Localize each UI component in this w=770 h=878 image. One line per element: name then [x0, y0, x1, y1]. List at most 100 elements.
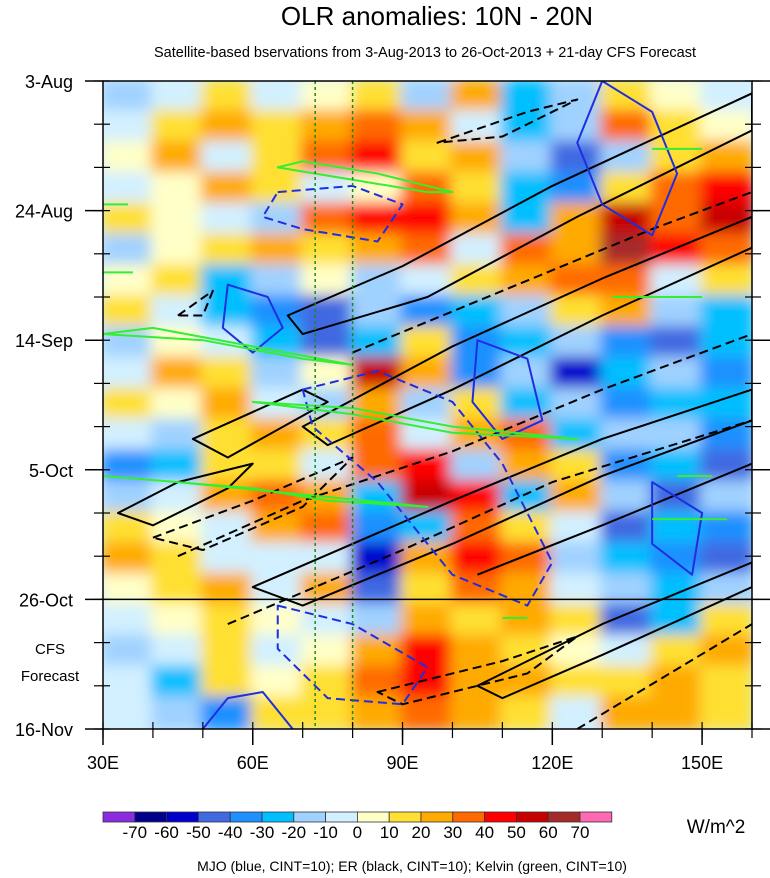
- olr-cell: [250, 511, 305, 546]
- olr-cell: [200, 171, 255, 207]
- olr-cell: [650, 325, 705, 361]
- olr-cell: [550, 356, 605, 392]
- olr-cell: [300, 81, 355, 114]
- plot-area: [103, 81, 752, 729]
- olr-cell: [250, 665, 305, 701]
- olr-cell: [150, 696, 205, 729]
- olr-cell: [600, 480, 655, 515]
- olr-cell: [103, 541, 155, 577]
- olr-cell: [500, 572, 555, 608]
- olr-cell: [400, 480, 455, 515]
- olr-cell: [500, 449, 555, 485]
- olr-cell: [103, 387, 155, 423]
- olr-cell: [300, 202, 355, 238]
- olr-cell: [400, 356, 455, 392]
- mjo-negative-contour: [301, 370, 554, 607]
- olr-cell: [150, 109, 205, 145]
- olr-cell: [300, 233, 355, 269]
- olr-cell: [250, 202, 305, 238]
- olr-cell: [103, 202, 155, 238]
- olr-cell: [350, 233, 405, 269]
- olr-cell: [400, 696, 455, 729]
- forecast-label-line2: Forecast: [21, 668, 80, 685]
- x-tick-label: 60E: [237, 753, 269, 773]
- er-negative-contour: [176, 289, 214, 317]
- olr-cell: [500, 81, 555, 114]
- colorbar-swatch: [484, 811, 517, 823]
- olr-cell: [250, 171, 305, 207]
- olr-cell: [200, 233, 255, 269]
- colorbar-label: -40: [218, 823, 243, 842]
- olr-cell: [300, 696, 355, 729]
- olr-cell: [500, 603, 555, 639]
- olr-cell: [600, 109, 655, 145]
- olr-cell: [550, 233, 605, 269]
- olr-cell: [400, 511, 455, 546]
- olr-cell: [200, 572, 255, 608]
- olr-cell: [150, 264, 205, 299]
- olr-cell: [500, 202, 555, 238]
- er-negative-contour: [436, 98, 579, 144]
- mjo-positive-contour: [471, 339, 544, 440]
- olr-cell: [350, 202, 405, 238]
- er-positive-contour: [476, 561, 752, 700]
- y-tick-label: 24-Aug: [15, 202, 73, 222]
- olr-cell: [350, 603, 405, 639]
- colorbar-swatch: [197, 811, 231, 823]
- olr-cell: [350, 665, 405, 701]
- olr-cell: [300, 264, 355, 299]
- olr-cell: [350, 634, 405, 670]
- colorbar-swatch: [293, 811, 326, 823]
- colorbar-swatch: [516, 811, 549, 823]
- olr-cell: [150, 572, 205, 608]
- olr-cell: [250, 541, 305, 577]
- olr-cell: [150, 325, 205, 361]
- olr-cell: [250, 449, 305, 485]
- olr-cell: [400, 572, 455, 608]
- kelvin-contour: [103, 474, 429, 508]
- colorbar-label: -10: [313, 823, 338, 842]
- olr-cell: [550, 572, 605, 608]
- olr-cell: [500, 140, 555, 176]
- olr-cell: [450, 387, 505, 423]
- colorbar-swatch: [420, 811, 454, 823]
- olr-cell: [700, 603, 752, 639]
- colorbar-swatch: [229, 811, 263, 823]
- colorbar-swatch: [261, 811, 295, 823]
- y-tick-label: 5-Oct: [29, 461, 73, 481]
- olr-cell: [550, 634, 605, 670]
- olr-cell: [600, 264, 655, 299]
- olr-cell: [700, 295, 752, 330]
- olr-cell: [450, 81, 505, 114]
- colorbar-swatch: [388, 811, 422, 823]
- forecast-label-line1: CFS: [35, 641, 65, 658]
- olr-cell: [450, 171, 505, 207]
- olr-cell: [450, 696, 505, 729]
- olr-cell: [400, 109, 455, 145]
- colorbar-label: 10: [380, 823, 399, 842]
- olr-cell: [150, 418, 205, 454]
- olr-cell: [103, 418, 155, 454]
- olr-cell: [350, 325, 405, 361]
- olr-cell: [150, 295, 205, 330]
- colorbar-label: 20: [412, 823, 431, 842]
- olr-cell: [550, 140, 605, 176]
- er-positive-contour: [251, 388, 752, 607]
- olr-cell: [550, 325, 605, 361]
- olr-cell: [400, 603, 455, 639]
- chart-title: OLR anomalies: 10N - 20N: [281, 1, 593, 31]
- er-negative-contour: [376, 635, 579, 706]
- olr-cell: [650, 665, 705, 701]
- olr-cell: [450, 202, 505, 238]
- contour-legend-caption: MJO (blue, CINT=10); ER (black, CINT=10)…: [197, 858, 627, 874]
- olr-cell: [650, 511, 705, 546]
- colorbar-label: -60: [154, 823, 179, 842]
- olr-cell: [700, 356, 752, 392]
- olr-cell: [300, 511, 355, 546]
- colorbar-swatch: [166, 811, 199, 823]
- olr-cell: [600, 387, 655, 423]
- olr-cell: [150, 603, 205, 639]
- y-tick-label: 16-Nov: [15, 720, 73, 740]
- olr-cell: [550, 418, 605, 454]
- olr-cell: [700, 541, 752, 577]
